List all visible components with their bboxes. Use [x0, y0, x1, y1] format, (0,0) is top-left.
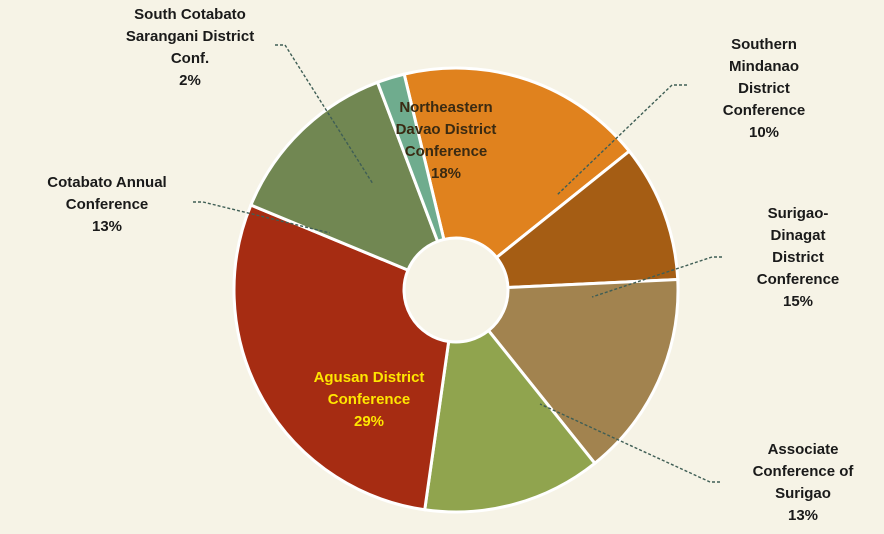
leader-line — [556, 84, 687, 196]
leader-line — [539, 403, 720, 483]
donut-slice-surigao-dinagat-district-conference — [486, 277, 680, 466]
slice-label: Surigao-Dinagat District Conference 15% — [757, 205, 840, 310]
donut-slice-southern-mindanao-district-conference — [494, 149, 680, 290]
donut-slice-northeastern-davao-district-conference — [402, 66, 632, 260]
leader-line — [275, 44, 374, 185]
slice-label: South Cotabato Sarangani District Conf. 2% — [126, 6, 254, 89]
slice-label: Southern Mindanao District Conference 10% — [723, 36, 806, 141]
donut-slice-cotabato-annual-conference — [248, 80, 440, 273]
donut-slice-south-cotabato-sarangani-district-conf — [375, 72, 446, 244]
slice-label: Northeastern Davao District Conference 18% — [396, 99, 497, 182]
leader-line — [591, 256, 722, 298]
slice-label: Cotabato Annual Conference 13% — [47, 174, 166, 235]
slice-label: Agusan District Conference 29% — [314, 369, 425, 430]
donut-slice-associate-conference-of-surigao — [423, 328, 597, 514]
slice-label: Associate Conference of Surigao 13% — [753, 441, 855, 524]
donut-slice-agusan-district-conference — [232, 203, 451, 512]
leader-line — [193, 201, 331, 234]
